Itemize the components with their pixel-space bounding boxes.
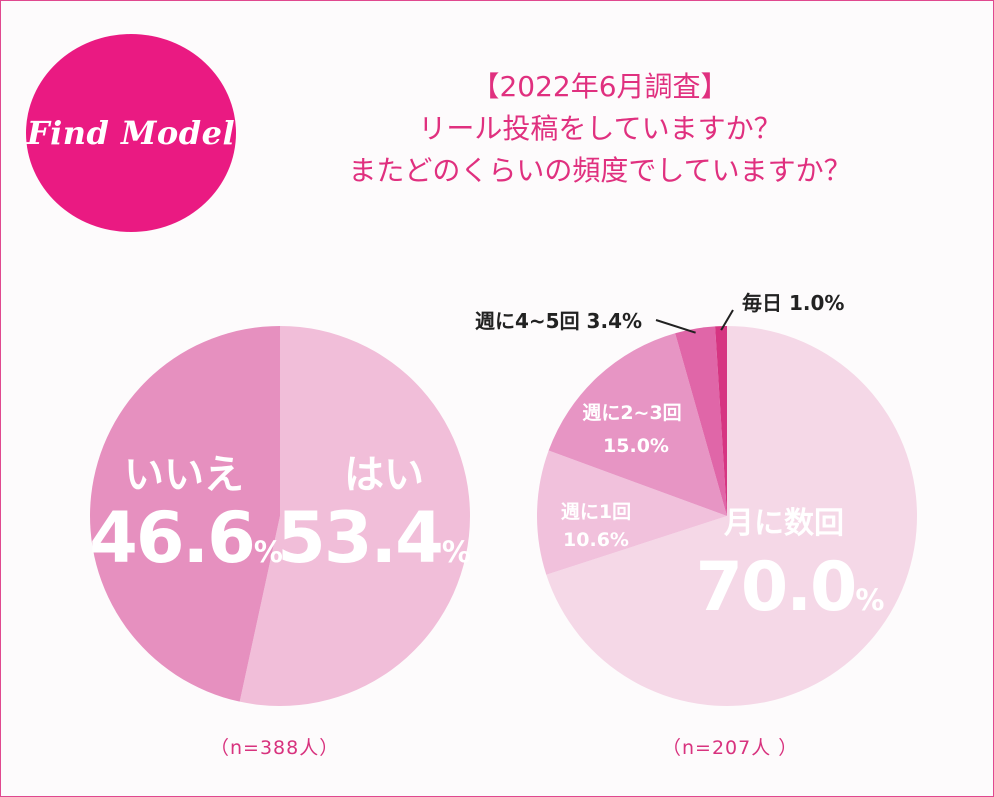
leader-daily (720, 309, 734, 331)
value-no: 46.6% (89, 497, 283, 579)
value-weekly-2-3: 15.0% (603, 435, 669, 457)
label-monthly: 月に数回 (724, 506, 844, 541)
label-no: いいえ (124, 452, 244, 498)
label-yes: はい (344, 452, 424, 498)
value-yes: 53.4% (277, 497, 471, 579)
pie2-slice-4 (715, 325, 727, 516)
title-question-1: リール投稿をしていますか？ (418, 112, 782, 145)
label-weekly-1: 週に1回 (561, 501, 631, 523)
pie2-slice-0 (546, 325, 918, 707)
chart-title: 【2022年6月調査】 リール投稿をしていますか？ またどのくらいの頻度でしてい… (240, 66, 960, 192)
label-weekly-2-3: 週に2~3回 (582, 402, 681, 424)
title-question-2: またどのくらいの頻度でしていますか？ (348, 154, 852, 187)
leader-weekly-4-5 (655, 319, 696, 334)
logo-text: Find Model (26, 114, 236, 152)
value-monthly: 70.0% (696, 548, 885, 627)
value-weekly-1: 10.6% (563, 529, 629, 551)
sample-size-note-1: （n=388人） (210, 737, 340, 759)
label-daily: 毎日 1.0% (742, 291, 844, 315)
pie2-slice-3 (675, 326, 727, 516)
label-weekly-4-5: 週に4~5回 3.4% (475, 309, 642, 333)
pie2-slice-2 (548, 333, 727, 516)
pie1-slice-1 (90, 326, 281, 702)
find-model-logo: Find Model (26, 34, 236, 232)
sample-size-note-2: （n=207人 ） (662, 737, 799, 759)
pie1-slice-0 (239, 326, 471, 706)
title-survey-date: 【2022年6月調査】 (471, 70, 729, 103)
pie2-slice-1 (537, 450, 727, 575)
